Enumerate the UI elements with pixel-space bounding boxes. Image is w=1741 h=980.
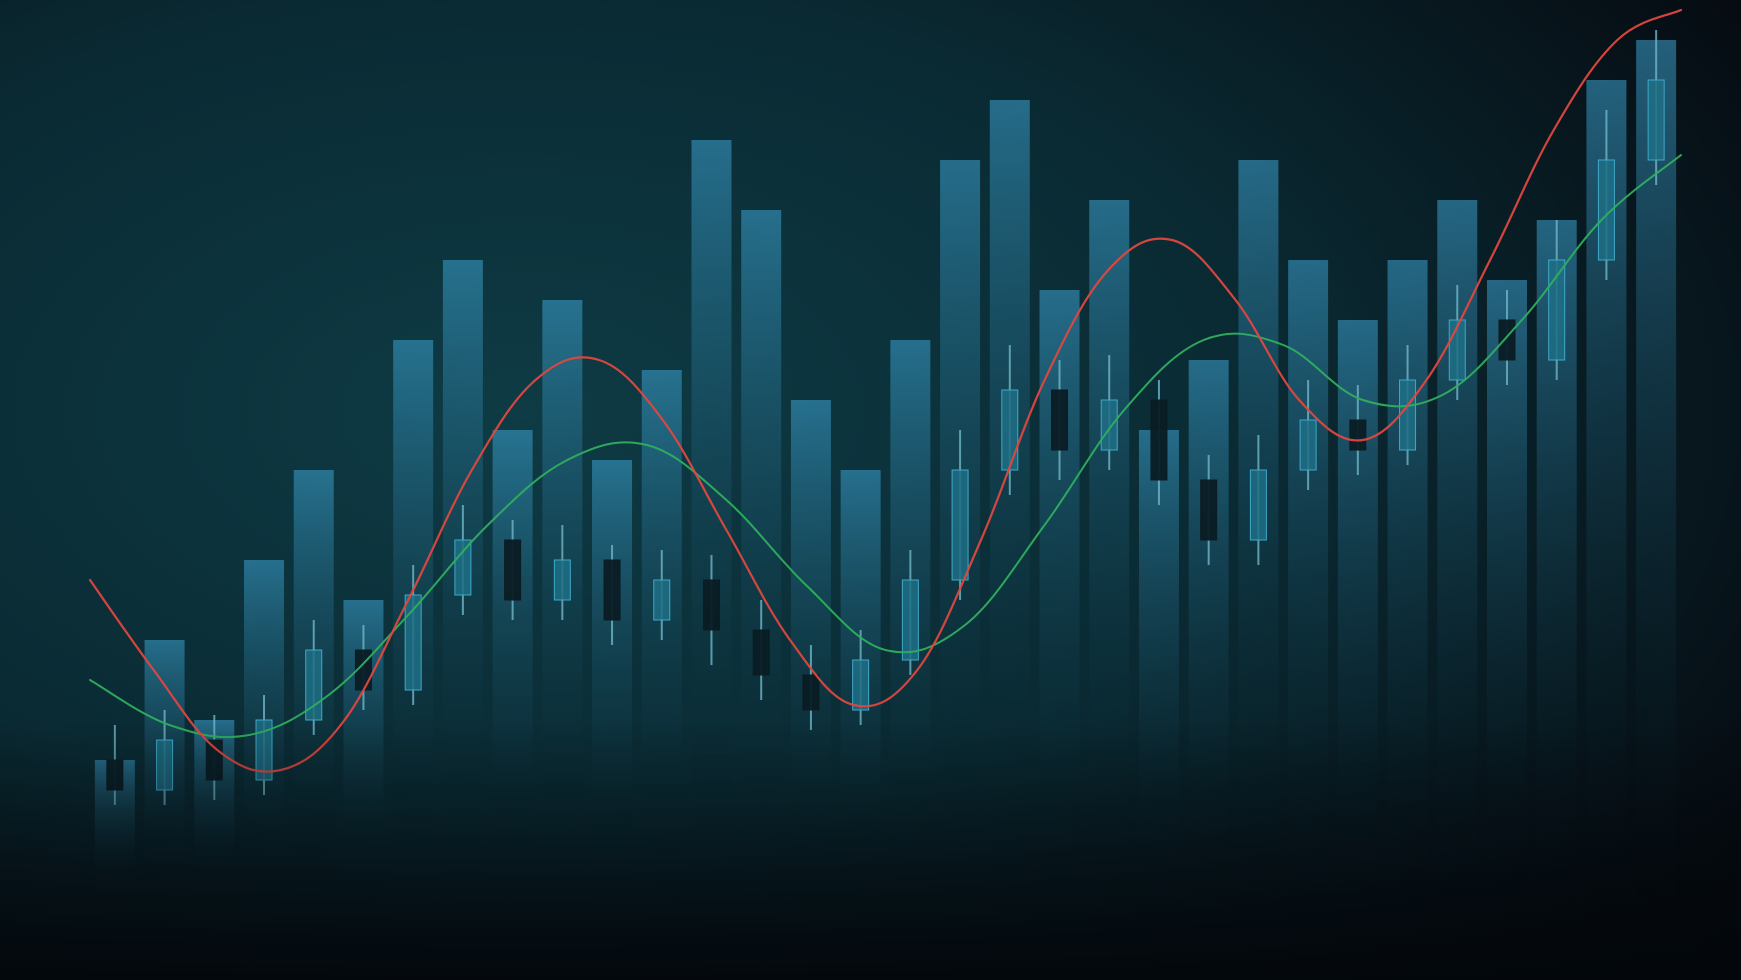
candle-body	[902, 580, 918, 660]
candle-body	[604, 560, 620, 620]
candle-body	[1250, 470, 1266, 540]
candle-body	[1648, 80, 1664, 160]
candle-body	[952, 470, 968, 580]
candle-body	[1002, 390, 1018, 470]
candle-body	[753, 630, 769, 675]
candle-body	[654, 580, 670, 620]
candle-body	[554, 560, 570, 600]
candlestick-chart	[0, 0, 1741, 980]
candle-body	[1400, 380, 1416, 450]
candle-body	[1151, 400, 1167, 480]
candle-body	[703, 580, 719, 630]
candle-body	[505, 540, 521, 600]
candle-body	[1499, 320, 1515, 360]
candle-body	[1201, 480, 1217, 540]
candle-body	[1052, 390, 1068, 450]
bottom-fade	[0, 720, 1741, 980]
candle-body	[1350, 420, 1366, 450]
candle-body	[853, 660, 869, 710]
candle-body	[1300, 420, 1316, 470]
candle-body	[803, 675, 819, 710]
candle-body	[455, 540, 471, 595]
candle-body	[1101, 400, 1117, 450]
